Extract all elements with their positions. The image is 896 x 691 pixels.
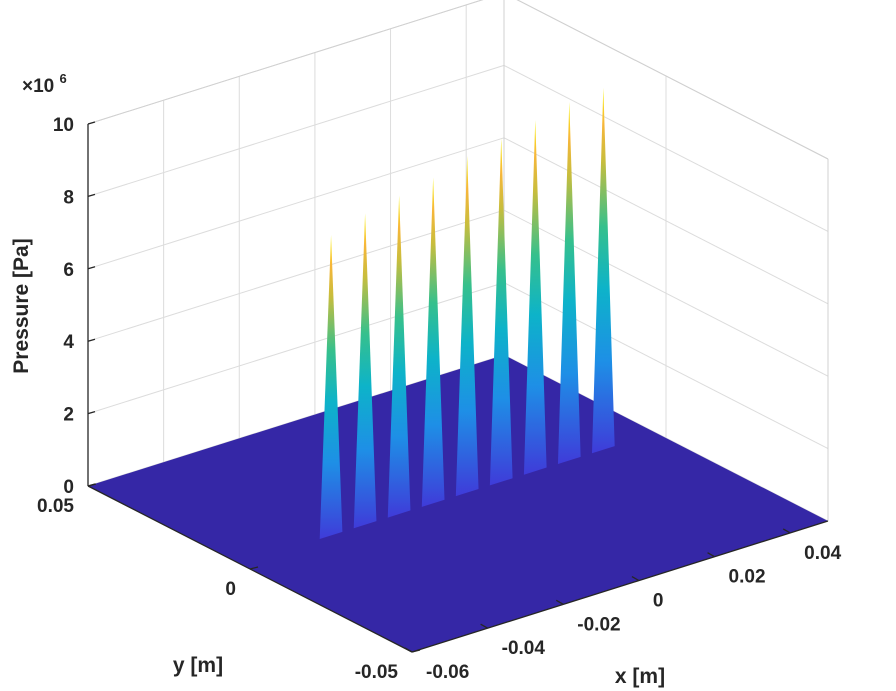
x-tick-mark	[707, 552, 715, 558]
surface-peak	[319, 234, 343, 540]
z-tick-label: 4	[63, 332, 74, 353]
y-tick-mark	[411, 649, 421, 653]
z-axis-label: Pressure [Pa]	[10, 238, 33, 373]
x-tick-mark	[404, 647, 413, 653]
grid-line	[503, 209, 829, 377]
x-axis-line	[411, 520, 829, 653]
z-tick-label: 8	[63, 187, 74, 208]
grid-line	[87, 137, 505, 270]
x-tick-mark	[631, 575, 640, 582]
z-tick-label: 10	[53, 115, 74, 136]
surface-peak	[591, 87, 615, 454]
grid-line	[87, 209, 505, 342]
x-tick-label: 0.04	[804, 543, 841, 564]
surface-peak	[455, 155, 479, 497]
surface-peak	[387, 195, 411, 518]
box-edge	[516, 0, 829, 160]
grid-line	[87, 0, 484, 125]
surface-peak	[489, 137, 513, 486]
y-tick-mark	[249, 566, 259, 570]
surface-peaks	[319, 87, 615, 540]
z-tick-label: 2	[63, 405, 74, 426]
y-tick-label: 0	[225, 579, 236, 600]
surface-floor-plane	[88, 355, 828, 652]
z-tick-mark	[87, 193, 96, 198]
z-tick-mark	[87, 410, 96, 415]
box-edge	[87, 0, 484, 125]
x-axis-label: x [m]	[615, 665, 665, 688]
y-tick-label: 0.05	[37, 496, 74, 517]
grid-line	[503, 282, 829, 450]
y-tick-mark	[87, 483, 97, 487]
axis-text: Pressure [Pa] y [m] x [m] ×10 6 0 2 4 6 8 10 -…	[10, 71, 842, 688]
z-exponent-base: ×10	[22, 76, 54, 97]
z-tick-mark	[87, 338, 96, 342]
x-tick-mark	[555, 599, 564, 605]
x-tick-mark	[480, 623, 488, 629]
grid-line	[503, 137, 829, 305]
x-tick-label: -0.02	[577, 614, 620, 635]
grid-line	[87, 64, 505, 197]
grid-line	[503, 64, 829, 232]
x-tick-label: 0.02	[729, 567, 766, 588]
surface-peak	[421, 177, 445, 507]
z-tick-label: 0	[63, 477, 74, 498]
y-axis-label: y [m]	[173, 654, 223, 677]
z-tick-mark	[87, 121, 96, 125]
surface-peak	[353, 213, 377, 529]
surface-floor	[88, 355, 828, 652]
axes	[87, 121, 829, 653]
surface-peak	[523, 119, 547, 475]
x-tick-label: -0.06	[426, 662, 469, 683]
surface-peak	[557, 102, 581, 464]
y-tick-label: -0.05	[355, 662, 399, 683]
x-tick-mark	[782, 528, 791, 534]
x-tick-label: 0	[653, 591, 664, 612]
x-tick-label: -0.04	[502, 638, 546, 659]
z-tick-mark	[87, 266, 96, 270]
z-tick-label: 6	[63, 260, 74, 281]
z-exponent-label: ×10 6	[22, 71, 67, 97]
z-exponent-power: 6	[60, 71, 67, 86]
